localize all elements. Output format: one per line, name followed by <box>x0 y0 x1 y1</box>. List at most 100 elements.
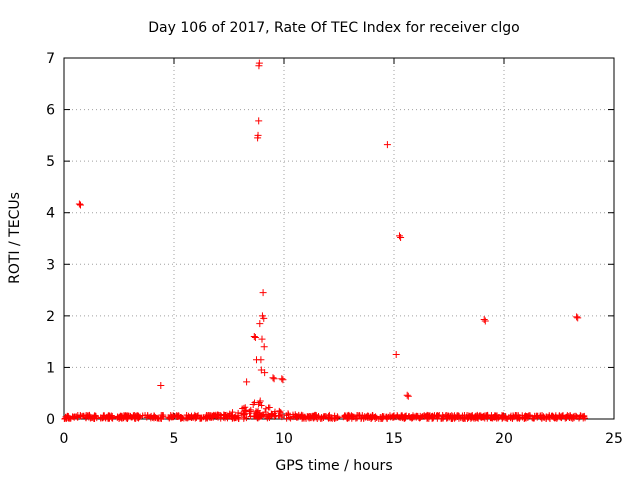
noise-point <box>65 412 72 419</box>
noise-point <box>580 415 587 422</box>
noise-point <box>277 409 284 416</box>
x-tick-label: 25 <box>605 431 623 447</box>
noise-point <box>298 411 305 418</box>
noise-point <box>150 414 157 421</box>
noise-point <box>268 410 275 417</box>
noise-point <box>342 413 349 420</box>
noise-point <box>83 412 90 419</box>
noise-point <box>546 415 553 422</box>
noise-point <box>519 414 526 421</box>
data-point <box>243 378 251 386</box>
axis-ticks: 0 5 10 15 20 25 0 1 2 3 4 5 6 7 <box>46 51 623 447</box>
noise-point <box>526 412 533 419</box>
noise-point <box>263 413 270 420</box>
data-point <box>256 320 264 328</box>
data-point <box>257 356 265 364</box>
data-point <box>250 332 258 340</box>
noise-point <box>434 415 441 422</box>
noise-point <box>127 413 134 420</box>
noise-point <box>97 414 104 421</box>
noise-point <box>373 414 380 421</box>
noise-point <box>365 413 372 420</box>
noise-point <box>239 405 246 412</box>
x-axis-label: GPS time / hours <box>275 458 392 474</box>
noise-point <box>101 412 108 419</box>
noise-point <box>500 412 507 419</box>
noise-point <box>390 413 397 420</box>
noise-point <box>251 413 258 420</box>
data-point <box>75 200 83 208</box>
noise-point <box>305 413 312 420</box>
noise-point <box>454 413 461 420</box>
noise-point <box>258 402 265 409</box>
data-point <box>259 289 267 297</box>
data-point <box>260 343 268 351</box>
noise-point <box>215 414 222 421</box>
x-tick-label: 0 <box>60 431 69 447</box>
noise-point <box>302 414 309 421</box>
noise-point <box>410 414 417 421</box>
data-point <box>279 376 287 384</box>
noise-point <box>447 412 454 419</box>
noise-point <box>348 415 355 422</box>
noise-point <box>419 413 426 420</box>
noise-point <box>467 415 474 422</box>
data-point <box>256 397 264 405</box>
noise-point <box>443 412 450 419</box>
data-point <box>270 375 278 383</box>
noise-point <box>293 414 300 421</box>
noise-point <box>74 411 81 418</box>
noise-point <box>154 414 161 421</box>
noise-point <box>231 414 238 421</box>
data-point <box>255 117 263 125</box>
data-point <box>396 232 403 240</box>
noise-point <box>369 412 376 419</box>
noise-point <box>293 413 300 420</box>
x-tick-label: 10 <box>275 431 293 447</box>
data-point <box>392 351 400 359</box>
noise-point <box>221 415 228 422</box>
y-tick-label: 2 <box>46 309 55 325</box>
noise-point <box>533 412 540 419</box>
noise-point <box>167 412 174 419</box>
noise-point <box>560 412 567 419</box>
noise-point <box>459 415 466 422</box>
noise-point <box>354 415 361 422</box>
data-points <box>75 59 582 409</box>
noise-point <box>256 414 263 421</box>
x-tick-label: 15 <box>385 431 403 447</box>
y-tick-label: 3 <box>46 257 55 273</box>
noise-point <box>134 412 141 419</box>
noise-point <box>253 408 260 415</box>
noise-point <box>148 412 155 419</box>
noise-point <box>345 411 352 418</box>
y-tick-label: 6 <box>46 103 55 119</box>
noise-point <box>325 412 332 419</box>
noise-point <box>200 414 207 421</box>
data-point <box>403 391 411 399</box>
noise-point <box>109 413 116 420</box>
noise-point <box>540 414 547 421</box>
data-point <box>249 401 257 409</box>
noise-point <box>507 413 514 420</box>
noise-point <box>122 412 129 419</box>
noise-point <box>159 412 166 419</box>
noise-point <box>372 413 379 420</box>
data-point <box>260 314 268 322</box>
noise-point <box>325 414 332 421</box>
noise-point <box>246 410 253 417</box>
data-point <box>269 374 277 382</box>
noise-point <box>424 414 431 421</box>
x-tick-label: 5 <box>170 431 179 447</box>
x-tick-label: 20 <box>495 431 513 447</box>
noise-point <box>570 413 577 420</box>
noise-point <box>513 412 520 419</box>
noise-point <box>414 412 421 419</box>
noise-point <box>238 410 245 417</box>
noise-point <box>468 412 475 419</box>
noise-point <box>186 413 193 420</box>
noise-point <box>493 415 500 422</box>
y-tick-label: 0 <box>46 412 55 428</box>
data-point <box>383 141 391 149</box>
noise-point <box>571 412 578 419</box>
